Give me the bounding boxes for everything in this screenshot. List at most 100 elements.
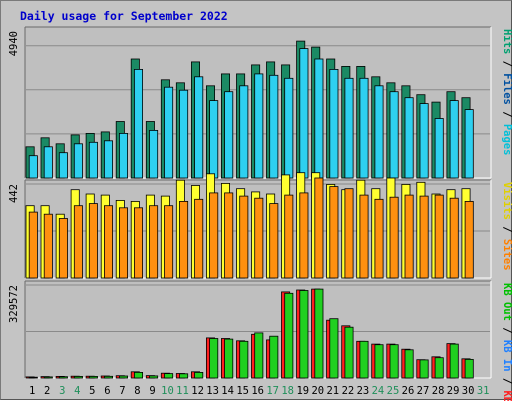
bar-files [269, 74, 279, 179]
x-tick-label: 10 [161, 385, 174, 397]
panel-visits: 442 Visits / Sites [8, 172, 512, 279]
bar-sites [58, 218, 68, 279]
bar-files [73, 143, 83, 179]
x-tick-label: 22 [342, 385, 355, 397]
bar-files [434, 118, 444, 179]
legend-item: Pages [501, 124, 512, 156]
bar-sites [404, 194, 414, 279]
bar-kb-out [329, 318, 339, 379]
x-tick-label: 25 [387, 385, 400, 397]
x-tick-label: 19 [296, 385, 309, 397]
bar-files [224, 91, 234, 179]
legend-item: KB F [501, 390, 512, 401]
bar-files [464, 109, 474, 179]
bar-kb-out [374, 344, 384, 379]
bar-sites [179, 200, 189, 279]
bar-files [359, 77, 369, 179]
bar-sites [164, 205, 174, 279]
bar-files [314, 58, 324, 179]
x-tick-label: 24 [372, 385, 385, 397]
bar-files [133, 69, 143, 179]
bar-kb-out [449, 343, 459, 379]
bar-sites [133, 207, 143, 279]
bar-files [43, 146, 53, 179]
bar-files [179, 89, 189, 179]
bar-files [299, 48, 309, 179]
bar-sites [344, 188, 354, 279]
legend: KB Out / KB In / KB F [501, 283, 512, 401]
bar-files [209, 100, 219, 179]
bar-files [119, 132, 129, 179]
bar-kb-out [88, 375, 98, 379]
bar-files [149, 129, 159, 179]
legend: Hits / Files / Pages [501, 29, 512, 155]
bar-kb-out [419, 359, 429, 379]
bar-kb-out [284, 292, 294, 379]
legend-separator: / [501, 54, 512, 73]
bar-sites [224, 192, 234, 279]
x-tick-label: 30 [462, 385, 475, 397]
bar-kb-out [269, 335, 279, 379]
bar-kb-out [299, 290, 309, 379]
bar-sites [194, 198, 204, 279]
legend-item: KB In [501, 340, 512, 372]
bar-files [254, 73, 264, 179]
bar-files [164, 86, 174, 179]
bar-files [419, 103, 429, 179]
x-tick-label: 4 [74, 385, 80, 397]
bar-sites [239, 195, 249, 279]
bar-sites [209, 192, 219, 279]
bar-kb-out [239, 340, 249, 379]
bar-sites [284, 194, 294, 279]
bar-sites [359, 194, 369, 279]
bar-files [284, 77, 294, 179]
bar-kb-out [344, 326, 354, 379]
bar-files [28, 155, 38, 179]
legend: Visits / Sites [501, 182, 512, 271]
bar-kb-out [133, 371, 143, 379]
x-tick-label: 13 [206, 385, 219, 397]
x-tick-label: 7 [119, 385, 125, 397]
bar-sites [434, 194, 444, 279]
legend-separator: / [501, 372, 512, 391]
bar-kb-out [464, 358, 474, 379]
bar-sites [449, 197, 459, 279]
bar-kb-out [404, 349, 414, 379]
bar-kb-out [164, 373, 174, 379]
bar-kb-out [119, 375, 129, 379]
x-tick-label: 18 [281, 385, 294, 397]
bar-kb-out [359, 340, 369, 379]
bar-files [88, 141, 98, 179]
legend-item: Hits [501, 29, 512, 54]
legend-item: Visits [501, 182, 512, 220]
chart-title: Daily usage for September 2022 [20, 9, 228, 23]
x-tick-label: 21 [326, 385, 339, 397]
bar-kb-out [224, 338, 234, 379]
bar-sites [73, 205, 83, 279]
max-value-label: 442 [8, 184, 20, 203]
bar-files [449, 100, 459, 179]
x-tick-label: 17 [266, 385, 279, 397]
x-tick-label: 1 [29, 385, 35, 397]
bar-files [58, 152, 68, 179]
bar-sites [314, 177, 324, 279]
bar-kb-out [28, 376, 38, 379]
legend-separator: / [501, 220, 512, 239]
x-tick-label: 11 [176, 385, 189, 397]
x-tick-label: 26 [402, 385, 415, 397]
bar-sites [299, 192, 309, 279]
bar-kb-out [209, 338, 219, 379]
bar-files [374, 85, 384, 179]
bar-kb-out [43, 376, 53, 379]
legend-item: Sites [501, 239, 512, 271]
x-tick-label: 2 [44, 385, 50, 397]
bar-files [344, 77, 354, 179]
x-tick-label: 28 [432, 385, 445, 397]
x-tick-label: 5 [89, 385, 95, 397]
bar-kb-out [389, 344, 399, 379]
bar-files [194, 76, 204, 179]
bar-sites [28, 211, 38, 279]
